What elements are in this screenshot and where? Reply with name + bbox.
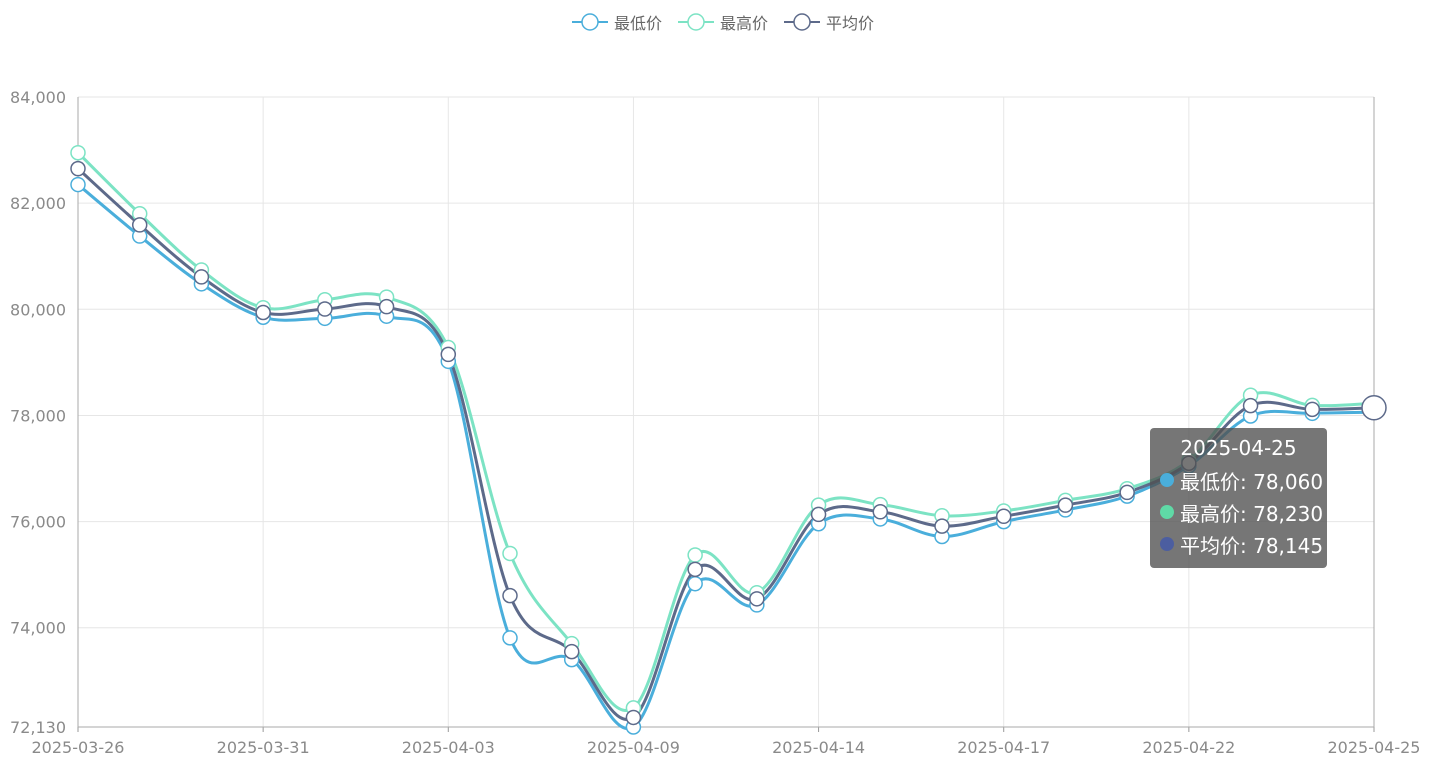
x-tick-label: 2025-04-22: [1142, 738, 1235, 757]
y-tick-label: 78,000: [10, 406, 66, 425]
data-point-avg[interactable]: [502, 587, 518, 604]
data-point-avg[interactable]: [872, 504, 889, 520]
data-point-avg[interactable]: [1057, 497, 1074, 513]
grid: [77, 96, 1375, 728]
legend-item-avg[interactable]: 平均价: [784, 10, 874, 34]
y-tick-label: 84,000: [10, 88, 66, 107]
x-tick-label: 2025-04-14: [772, 738, 865, 757]
axes: 72,130 74,000 76,000 78,000 80,000 82,000 84,0…: [10, 88, 1420, 757]
legend-line-circle-icon: [571, 13, 608, 31]
y-tick-label: 76,000: [10, 513, 66, 532]
data-points: [70, 144, 1387, 735]
series-line-avg: [76, 167, 1375, 722]
data-point-high[interactable]: [70, 144, 86, 161]
data-point-avg[interactable]: [995, 508, 1012, 525]
data-point-high[interactable]: [502, 545, 518, 562]
series-dot-icon: [1160, 537, 1174, 551]
data-point-avg[interactable]: [1361, 395, 1387, 421]
data-point-low[interactable]: [687, 575, 703, 592]
y-tick-label: 74,000: [10, 619, 66, 638]
data-point-avg[interactable]: [810, 506, 827, 523]
x-tick-label: 2025-04-03: [402, 738, 495, 757]
data-point-avg[interactable]: [625, 709, 642, 726]
x-tick-label: 2025-04-17: [957, 738, 1050, 757]
tooltip-title: 2025-04-25: [1180, 436, 1297, 460]
x-tick-label: 2025-03-31: [217, 738, 310, 757]
legend: 最低价 最高价 平均价: [0, 10, 1446, 34]
data-point-low[interactable]: [70, 176, 86, 193]
data-point-avg[interactable]: [687, 561, 703, 578]
tooltip-row-low: 最低价: 78,060: [1160, 464, 1327, 496]
data-point-avg[interactable]: [440, 346, 457, 363]
data-point-avg[interactable]: [749, 591, 765, 607]
data-point-low[interactable]: [502, 630, 518, 646]
data-point-high[interactable]: [687, 547, 703, 563]
tooltip-row-avg: 平均价: 78,145: [1160, 528, 1327, 560]
y-tick-label: 80,000: [10, 300, 66, 319]
series-dot-icon: [1160, 505, 1174, 519]
legend-item-low[interactable]: 最低价: [571, 10, 662, 34]
legend-item-high[interactable]: 最高价: [677, 10, 768, 34]
x-tick-label: 2025-04-25: [1328, 738, 1421, 757]
tooltip-row-label: 最高价: 78,230: [1180, 501, 1324, 526]
data-point-avg[interactable]: [1119, 484, 1135, 501]
y-tick-label: 72,130: [10, 718, 66, 737]
data-point-avg[interactable]: [378, 298, 395, 315]
data-point-avg[interactable]: [1242, 397, 1259, 414]
data-point-avg[interactable]: [70, 160, 86, 177]
x-tick-label: 2025-04-09: [587, 738, 680, 757]
tooltip-row-high: 最高价: 78,230: [1160, 496, 1327, 528]
data-point-avg[interactable]: [563, 643, 580, 660]
x-tick-label: 2025-03-26: [32, 738, 125, 757]
series-line-high: [76, 151, 1375, 712]
legend-label-avg: 平均价: [826, 14, 875, 33]
data-point-avg[interactable]: [1304, 401, 1321, 418]
data-point-avg[interactable]: [934, 518, 950, 534]
legend-line-circle-icon: [677, 13, 714, 31]
tooltip-row-label: 平均价: 78,145: [1180, 533, 1324, 558]
data-point-avg[interactable]: [193, 269, 210, 285]
legend-label-high: 最高价: [719, 14, 768, 33]
tooltip: 2025-04-25 最低价: 78,060 最高价: 78,230 平均价: …: [1150, 428, 1327, 568]
y-tick-label: 82,000: [10, 194, 66, 213]
legend-label-low: 最低价: [613, 14, 662, 33]
series-dot-icon: [1160, 473, 1174, 487]
data-point-avg[interactable]: [317, 301, 333, 317]
legend-line-circle-icon: [784, 13, 820, 31]
tooltip-row-label: 最低价: 78,060: [1180, 469, 1324, 494]
data-point-avg[interactable]: [255, 304, 271, 321]
data-point-avg[interactable]: [131, 217, 148, 233]
